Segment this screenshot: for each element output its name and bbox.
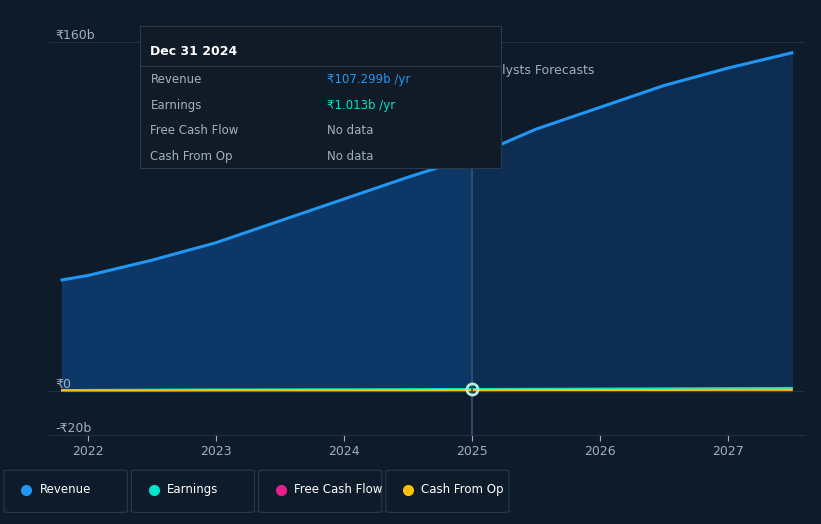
FancyBboxPatch shape xyxy=(259,470,382,512)
FancyBboxPatch shape xyxy=(4,470,127,512)
Text: No data: No data xyxy=(328,124,374,137)
Text: Revenue: Revenue xyxy=(39,484,91,496)
Text: Cash From Op: Cash From Op xyxy=(421,484,503,496)
FancyBboxPatch shape xyxy=(386,470,509,512)
Text: ₹1.013b /yr: ₹1.013b /yr xyxy=(328,99,396,112)
Text: Analysts Forecasts: Analysts Forecasts xyxy=(478,64,594,77)
Text: Cash From Op: Cash From Op xyxy=(150,150,233,163)
Text: -₹20b: -₹20b xyxy=(56,422,92,435)
Text: No data: No data xyxy=(328,150,374,163)
Text: ₹160b: ₹160b xyxy=(56,29,95,42)
Text: Free Cash Flow: Free Cash Flow xyxy=(294,484,383,496)
Text: Revenue: Revenue xyxy=(150,73,202,86)
Text: ₹107.299b /yr: ₹107.299b /yr xyxy=(328,73,410,86)
Text: Dec 31 2024: Dec 31 2024 xyxy=(150,45,237,58)
Text: Earnings: Earnings xyxy=(150,99,202,112)
Text: Earnings: Earnings xyxy=(167,484,218,496)
Text: Free Cash Flow: Free Cash Flow xyxy=(150,124,239,137)
FancyBboxPatch shape xyxy=(131,470,255,512)
Text: ₹0: ₹0 xyxy=(56,378,71,391)
Text: Past: Past xyxy=(439,64,466,77)
